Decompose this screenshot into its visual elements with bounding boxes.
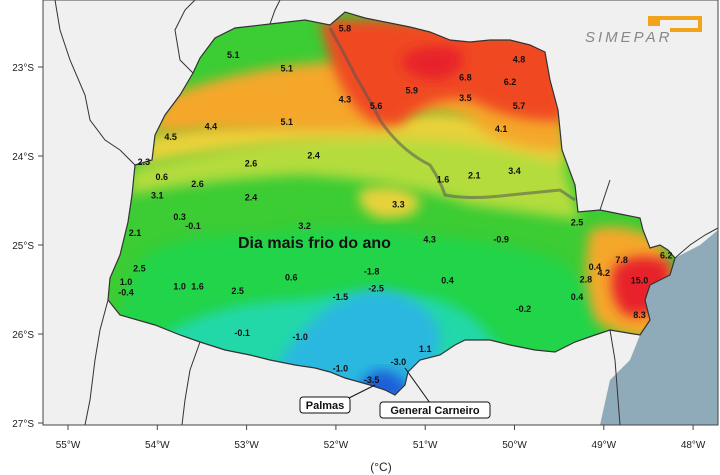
station-value: 5.1 xyxy=(281,63,294,73)
latitude-tick-label: 23°S xyxy=(12,63,34,74)
station-value: 4.2 xyxy=(598,268,611,278)
station-value: 0.6 xyxy=(285,273,298,283)
station-value: 3.5 xyxy=(459,93,472,103)
river-line xyxy=(328,27,576,202)
ocean xyxy=(600,230,718,425)
state-border xyxy=(107,11,676,396)
latitude-tick-label: 26°S xyxy=(12,330,34,341)
station-value: 5.1 xyxy=(227,50,240,60)
station-value: 5.8 xyxy=(339,23,352,33)
station-value: -3.0 xyxy=(391,357,407,367)
station-value: 0.4 xyxy=(441,275,454,285)
longitude-tick-label: 48°W xyxy=(681,440,706,451)
station-value: 2.4 xyxy=(307,151,320,161)
station-value: 2.6 xyxy=(191,179,204,189)
station-value: 4.4 xyxy=(205,121,218,131)
station-value: 6.8 xyxy=(459,72,472,82)
station-value: 2.4 xyxy=(245,193,258,203)
station-value: 5.7 xyxy=(513,101,526,111)
station-value: -0.9 xyxy=(493,234,509,244)
station-value: 5.6 xyxy=(370,101,383,111)
latitude-tick-label: 24°S xyxy=(12,152,34,163)
latitude-ticks: 23°S 24°S 25°S 26°S 27°S xyxy=(12,63,43,430)
station-value: 2.5 xyxy=(133,264,146,274)
latitude-tick-label: 25°S xyxy=(12,241,34,252)
station-value: -1.8 xyxy=(364,266,380,276)
station-value: 2.5 xyxy=(231,286,244,296)
latitude-tick-label: 27°S xyxy=(12,419,34,430)
station-value: 2.8 xyxy=(580,274,593,284)
station-value: -2.5 xyxy=(368,283,384,293)
longitude-tick-label: 52°W xyxy=(324,440,349,451)
station-value: 4.1 xyxy=(495,124,508,134)
longitude-tick-label: 51°W xyxy=(413,440,438,451)
station-value: 2.3 xyxy=(138,157,151,167)
station-value: 3.3 xyxy=(392,200,405,210)
station-value: 5.1 xyxy=(281,117,294,127)
longitude-ticks: 55°W 54°W 53°W 52°W 51°W 50°W 49°W 48°W xyxy=(56,425,706,451)
palmas-label: Palmas xyxy=(306,400,345,412)
station-value: 2.1 xyxy=(129,228,142,238)
station-value: 0.4 xyxy=(589,262,602,272)
station-value: -3.5 xyxy=(364,375,380,385)
station-value: 8.3 xyxy=(633,310,646,320)
longitude-tick-label: 53°W xyxy=(234,440,259,451)
station-value: 4.3 xyxy=(423,234,436,244)
longitude-tick-label: 55°W xyxy=(56,440,81,451)
station-value: 7.8 xyxy=(615,255,628,265)
station-value: -0.1 xyxy=(185,221,201,231)
station-value: 4.5 xyxy=(164,132,177,142)
station-value: 6.2 xyxy=(660,250,673,260)
station-value: 2.6 xyxy=(245,159,258,169)
station-value: 0.4 xyxy=(571,292,584,302)
station-value: 6.2 xyxy=(504,77,517,87)
station-value: 1.0 xyxy=(173,282,186,292)
palmas-callout: Palmas xyxy=(299,384,376,414)
station-value: 3.2 xyxy=(298,221,311,231)
simepar-logo: SIMEPAR xyxy=(585,16,702,46)
station-value: -0.1 xyxy=(234,328,250,338)
station-value: 5.9 xyxy=(406,86,419,96)
station-value: 1.6 xyxy=(437,175,450,185)
station-value: 1.6 xyxy=(191,282,204,292)
longitude-tick-label: 54°W xyxy=(145,440,170,451)
station-labels: 5.1 5.1 5.8 4.8 6.8 6.2 5.9 3.5 4.3 5.6 5.7 4.4 5.1 4… xyxy=(118,23,672,385)
station-value: 2.1 xyxy=(468,170,481,180)
station-value: 4.8 xyxy=(513,55,526,65)
station-value: 1.0 xyxy=(120,277,133,287)
station-value: 2.5 xyxy=(571,217,584,227)
station-value: -1.5 xyxy=(333,292,349,302)
map-title: Dia mais frio do ano xyxy=(238,235,391,252)
general-carneiro-label: General Carneiro xyxy=(390,405,480,417)
station-value: -0.2 xyxy=(516,304,532,314)
simepar-wordmark: SIMEPAR xyxy=(585,29,672,46)
neighbour-borders xyxy=(54,0,719,426)
general-carneiro-callout: General Carneiro xyxy=(379,367,491,419)
station-value: 3.1 xyxy=(151,191,164,201)
station-value: 3.4 xyxy=(508,166,521,176)
station-value: -0.4 xyxy=(118,288,134,298)
station-value: -1.0 xyxy=(292,332,308,342)
map-frame xyxy=(42,0,719,426)
station-value: -1.0 xyxy=(333,363,349,373)
longitude-tick-label: 49°W xyxy=(592,440,617,451)
station-value: 1.1 xyxy=(419,344,432,354)
longitude-tick-label: 50°W xyxy=(502,440,527,451)
station-value: 15.0 xyxy=(631,275,649,285)
station-value: 0.3 xyxy=(173,212,186,222)
station-value: 0.6 xyxy=(156,172,169,182)
station-value: 4.3 xyxy=(339,95,352,105)
unit-label: (°C) xyxy=(370,460,391,474)
